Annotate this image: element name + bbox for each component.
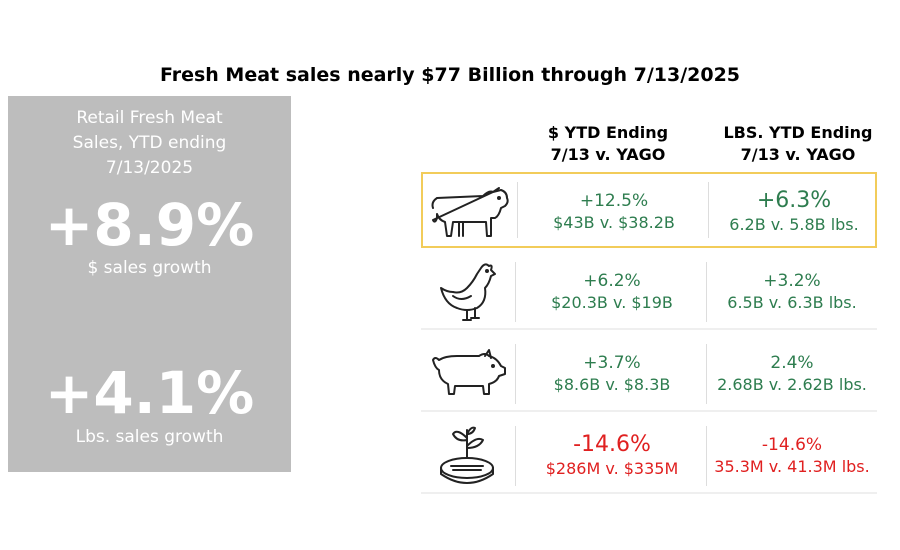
chicken-dollar-val: $20.3B v. $19B: [551, 293, 673, 312]
pork-lbs-pct: 2.4%: [770, 353, 814, 373]
row-divider: [706, 262, 707, 322]
row-divider: [517, 182, 518, 238]
plant-based-dollar-cell: -14.6% $286M v. $335M: [517, 418, 707, 494]
lbs-growth-value: +4.1%: [44, 359, 255, 427]
chicken-lbs-val: 6.5B v. 6.3B lbs.: [727, 293, 857, 312]
row-divider: [708, 182, 709, 238]
column-header-lbs: LBS. YTD Ending 7/13 v. YAGO: [713, 122, 883, 166]
pork-lbs-val: 2.68B v. 2.62B lbs.: [717, 375, 867, 394]
pork-lbs-cell: 2.4% 2.68B v. 2.62B lbs.: [707, 336, 877, 412]
beef-dollar-val: $43B v. $38.2B: [553, 213, 675, 232]
pork-dollar-val: $8.6B v. $8.3B: [553, 375, 671, 394]
plant-based-dollar-val: $286M v. $335M: [545, 459, 679, 478]
beef-lbs-pct: +6.3%: [756, 188, 832, 213]
plant-based-meat-icon: [440, 426, 494, 484]
dollar-growth-label: $ sales growth: [87, 258, 212, 278]
column-header-lbs-line2: 7/13 v. YAGO: [740, 145, 856, 164]
beef-lbs-cell: +6.3% 6.2B v. 5.8B lbs.: [709, 174, 879, 250]
row-shadow: [421, 328, 877, 330]
row-divider: [706, 344, 707, 404]
chicken-lbs-pct: +3.2%: [763, 271, 821, 291]
cow-icon: [431, 187, 509, 237]
plant-based-lbs-cell: -14.6% 35.3M v. 41.3M lbs.: [707, 418, 877, 494]
row-divider: [515, 426, 516, 486]
row-beef: +12.5% $43B v. $38.2B +6.3% 6.2B v. 5.8B…: [421, 172, 877, 248]
column-header-dollar-line2: 7/13 v. YAGO: [550, 145, 666, 164]
pork-dollar-cell: +3.7% $8.6B v. $8.3B: [517, 336, 707, 412]
summary-caption-line1: Retail Fresh Meat: [76, 108, 223, 128]
summary-caption: Retail Fresh Meat Sales, YTD ending 7/13…: [8, 106, 291, 181]
summary-panel: Retail Fresh Meat Sales, YTD ending 7/13…: [8, 96, 291, 472]
lbs-growth-label: Lbs. sales growth: [75, 427, 224, 447]
summary-caption-line3: 7/13/2025: [105, 158, 194, 178]
beef-dollar-pct: +12.5%: [579, 191, 649, 211]
dollar-growth-value: +8.9%: [44, 191, 255, 259]
chicken-dollar-cell: +6.2% $20.3B v. $19B: [517, 254, 707, 330]
column-header-dollar: $ YTD Ending 7/13 v. YAGO: [523, 122, 693, 166]
page-title: Fresh Meat sales nearly $77 Billion thro…: [159, 64, 741, 86]
chicken-icon: [440, 263, 496, 321]
row-shadow: [421, 410, 877, 412]
pork-dollar-pct: +3.7%: [583, 353, 641, 373]
chicken-lbs-cell: +3.2% 6.5B v. 6.3B lbs.: [707, 254, 877, 330]
column-header-dollar-line1: $ YTD Ending: [547, 123, 669, 142]
beef-dollar-cell: +12.5% $43B v. $38.2B: [519, 174, 709, 250]
plant-based-lbs-val: 35.3M v. 41.3M lbs.: [714, 457, 870, 476]
pig-icon: [432, 349, 506, 395]
row-divider: [515, 344, 516, 404]
plant-based-lbs-pct: -14.6%: [761, 435, 823, 455]
row-divider: [706, 426, 707, 486]
row-pork: +3.7% $8.6B v. $8.3B 2.4% 2.68B v. 2.62B…: [421, 336, 877, 412]
row-shadow: [421, 492, 877, 494]
column-header-lbs-line1: LBS. YTD Ending: [723, 123, 873, 142]
row-divider: [515, 262, 516, 322]
chicken-dollar-pct: +6.2%: [583, 271, 641, 291]
row-chicken: +6.2% $20.3B v. $19B +3.2% 6.5B v. 6.3B …: [421, 254, 877, 330]
row-plant-based: -14.6% $286M v. $335M -14.6% 35.3M v. 41…: [421, 418, 877, 494]
beef-lbs-val: 6.2B v. 5.8B lbs.: [729, 215, 859, 234]
summary-caption-line2: Sales, YTD ending: [72, 133, 227, 153]
plant-based-dollar-pct: -14.6%: [573, 432, 651, 457]
